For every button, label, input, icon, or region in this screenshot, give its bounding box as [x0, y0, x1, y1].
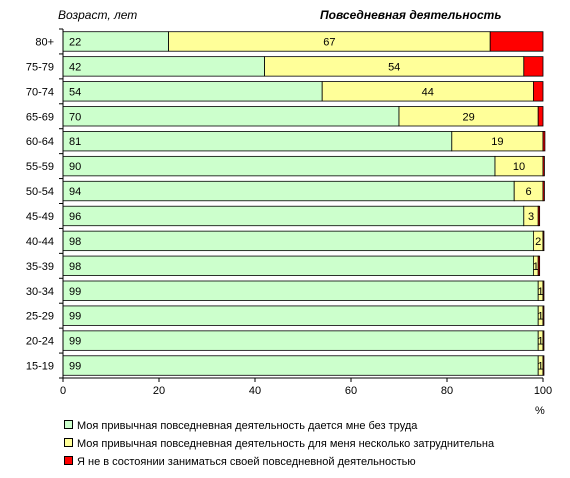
data-label-1-15-19: 99 [69, 361, 81, 373]
bar-segment-1-35-39 [62, 255, 534, 276]
legend-item-no-difficulty: Моя привычная повседневная деятельность … [64, 420, 417, 433]
y-tick-label-20-24: 20-24 [26, 336, 54, 348]
data-label-2-65-69: 29 [462, 111, 474, 123]
y-axis-title: Возраст, лет [58, 8, 138, 22]
bar-segment-3-20-24 [542, 330, 545, 351]
data-label-1-40-44: 98 [69, 236, 81, 248]
data-label-2-15-19: 1 [538, 361, 544, 373]
bar-segment-3-55-59 [542, 155, 545, 177]
legend-swatch-yellow [64, 438, 73, 447]
bar-segment-1-15-19 [62, 355, 539, 376]
chart-title: Повседневная деятельность [320, 8, 502, 22]
y-tick-label-75-79: 75-79 [26, 61, 54, 73]
bar-segment-3-25-29 [542, 305, 545, 326]
bar-segment-3-60-64 [542, 131, 546, 152]
data-label-2-20-24: 1 [538, 336, 544, 348]
bar-segment-1-60-64 [62, 131, 453, 152]
y-tick-label-45-49: 45-49 [26, 211, 54, 223]
bar-segment-3-50-54 [542, 180, 545, 202]
legend-item-unable: Я не в состоянии заниматься своей повсед… [64, 456, 416, 469]
data-label-1-50-54: 94 [69, 186, 81, 198]
bar-segment-1-30-34 [62, 280, 539, 301]
data-label-1-20-24: 99 [69, 336, 81, 348]
x-tick-label-60: 60 [345, 385, 357, 397]
data-label-1-55-59: 90 [69, 161, 81, 173]
data-label-2-80+: 67 [323, 36, 335, 48]
bar-segment-1-65-69 [62, 106, 400, 127]
bar-segment-3-70-74 [533, 81, 544, 102]
y-tick-label-15-19: 15-19 [26, 361, 54, 373]
legend-label-no-difficulty: Моя привычная повседневная деятельность … [77, 420, 418, 432]
legend-label-some-difficulty: Моя привычная повседневная деятельность … [77, 438, 495, 450]
x-tick-label-40: 40 [249, 385, 261, 397]
bar-segment-3-80+ [489, 31, 544, 52]
data-label-2-70-74: 44 [422, 86, 434, 98]
bar-segment-3-40-44 [542, 230, 545, 252]
data-label-2-30-34: 1 [538, 286, 544, 298]
data-label-2-50-54: 6 [526, 186, 532, 198]
legend-label-unable: Я не в состоянии заниматься своей повсед… [77, 456, 416, 468]
data-label-2-35-39: 1 [533, 261, 539, 273]
y-tick-label-55-59: 55-59 [26, 161, 54, 173]
bar-segment-1-50-54 [62, 180, 515, 202]
x-tick-label-20: 20 [153, 385, 165, 397]
bar-segment-1-45-49 [62, 205, 525, 227]
data-label-2-60-64: 19 [491, 136, 503, 148]
data-label-2-45-49: 3 [528, 211, 534, 223]
bar-segment-1-55-59 [62, 155, 496, 177]
data-label-1-65-69: 70 [69, 111, 81, 123]
bar-segment-1-75-79 [62, 56, 266, 77]
bar-segment-3-15-19 [542, 355, 545, 376]
x-axis-unit: % [535, 405, 545, 417]
data-label-1-25-29: 99 [69, 311, 81, 323]
bar-segment-3-75-79 [523, 56, 544, 77]
data-label-1-80+: 22 [69, 36, 81, 48]
data-label-1-35-39: 98 [69, 261, 81, 273]
bar-segment-1-20-24 [62, 330, 539, 351]
data-label-2-25-29: 1 [538, 311, 544, 323]
data-label-2-40-44: 2 [535, 236, 541, 248]
y-tick-label-40-44: 40-44 [26, 236, 54, 248]
data-label-1-45-49: 96 [69, 211, 81, 223]
bar-segment-3-65-69 [537, 106, 544, 127]
y-tick-label-50-54: 50-54 [26, 186, 54, 198]
bar-segment-3-45-49 [537, 205, 541, 227]
bar-segment-1-25-29 [62, 305, 539, 326]
legend-item-some-difficulty: Моя привычная повседневная деятельность … [64, 438, 494, 451]
legend-swatch-red [64, 456, 73, 465]
bar-segment-3-30-34 [542, 280, 545, 301]
data-label-2-55-59: 10 [513, 161, 525, 173]
y-tick-label-60-64: 60-64 [26, 136, 54, 148]
x-tick-label-0: 0 [60, 385, 66, 397]
y-tick-label-70-74: 70-74 [26, 86, 54, 98]
y-tick-label-30-34: 30-34 [26, 286, 54, 298]
x-tick-label-80: 80 [441, 385, 453, 397]
data-label-2-75-79: 54 [388, 61, 400, 73]
bar-segment-1-70-74 [62, 81, 323, 102]
y-tick-label-25-29: 25-29 [26, 311, 54, 323]
legend-swatch-green [64, 420, 73, 429]
bar-segment-1-40-44 [62, 230, 534, 252]
y-tick-label-80+: 80+ [35, 36, 54, 48]
data-label-1-60-64: 81 [69, 136, 81, 148]
data-label-1-70-74: 54 [69, 86, 81, 98]
y-tick-label-35-39: 35-39 [26, 261, 54, 273]
y-tick-label-65-69: 65-69 [26, 111, 54, 123]
data-label-1-30-34: 99 [69, 286, 81, 298]
data-label-1-75-79: 42 [69, 61, 81, 73]
x-tick-label-100: 100 [534, 385, 552, 397]
bar-segment-3-35-39 [537, 255, 541, 276]
